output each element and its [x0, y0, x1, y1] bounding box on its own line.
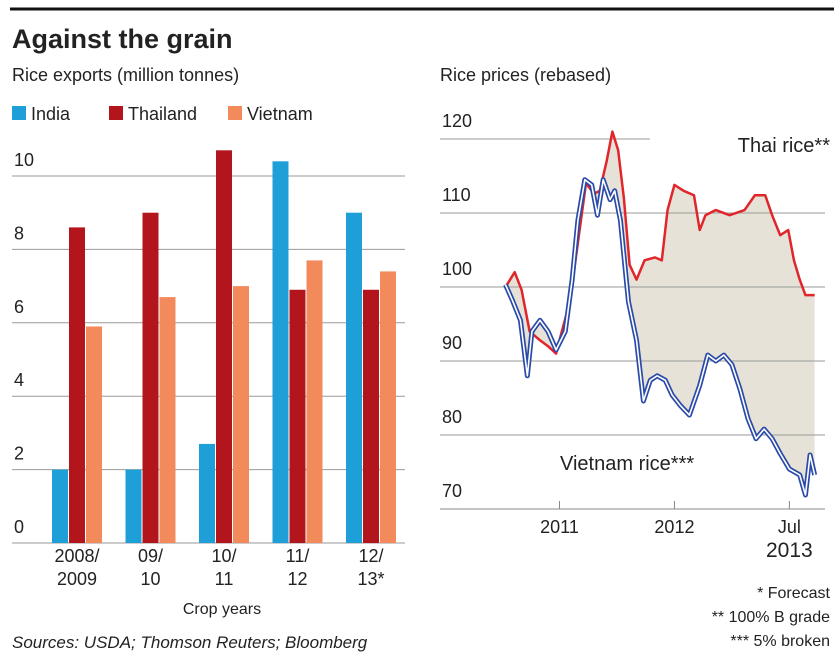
bar	[306, 260, 323, 543]
bar	[125, 469, 142, 543]
y-tick-label: 6	[14, 297, 24, 317]
x-tick-label: 12/13*	[357, 546, 384, 589]
bar	[363, 289, 379, 543]
x-tick-label: 10/11	[211, 546, 236, 589]
legend-label: Thailand	[128, 104, 197, 124]
title: Against the grain	[12, 24, 233, 54]
legend-label: Vietnam	[247, 104, 313, 124]
y-tick-label: 100	[442, 259, 472, 279]
y-tick-label: 120	[442, 111, 472, 131]
bar	[69, 227, 85, 543]
legend-swatch	[228, 106, 242, 120]
legend-swatch	[109, 106, 123, 120]
footnote: *** 5% broken	[730, 633, 830, 650]
legend-label: India	[31, 104, 71, 124]
bar	[199, 443, 215, 543]
bar	[159, 297, 176, 543]
y-tick-label: 4	[14, 370, 24, 390]
y-tick-label: 8	[14, 223, 24, 243]
x-tick-label: 2008/2009	[54, 546, 99, 589]
bar	[272, 161, 289, 543]
y-tick-label: 0	[14, 517, 24, 537]
bar	[52, 469, 68, 543]
left-subtitle: Rice exports (million tonnes)	[12, 65, 239, 85]
right-subtitle: Rice prices (rebased)	[440, 65, 611, 85]
y-tick-label: 70	[442, 481, 462, 501]
y-tick-label: 10	[14, 150, 34, 170]
legend-swatch	[12, 106, 26, 120]
bar	[289, 289, 306, 543]
bar	[86, 326, 102, 543]
x-axis-title: Crop years	[183, 601, 261, 618]
bar	[233, 286, 249, 543]
x-tick-label: 2011	[540, 517, 579, 537]
footnote: * Forecast	[757, 585, 830, 602]
y-tick-label: 80	[442, 407, 462, 427]
x-tick-label: 11/12	[286, 546, 310, 589]
series-label: Vietnam rice***	[560, 453, 694, 475]
gap-area	[505, 131, 815, 495]
bar	[216, 150, 232, 543]
footnote: ** 100% B grade	[712, 609, 830, 626]
x-tick-label: 2012	[654, 517, 694, 537]
y-tick-label: 2	[14, 444, 24, 464]
bar	[346, 212, 362, 543]
x-tick-label: Jul 2013	[766, 517, 813, 562]
bar	[380, 271, 396, 543]
x-tick-label: 09/10	[138, 546, 163, 589]
sources: Sources: USDA; Thomson Reuters; Bloomber…	[12, 633, 368, 652]
y-tick-label: 110	[442, 185, 471, 205]
y-tick-label: 90	[442, 333, 462, 353]
series-label: Thai rice**	[738, 135, 830, 157]
series-line-inner	[504, 178, 816, 496]
bar	[142, 212, 159, 543]
